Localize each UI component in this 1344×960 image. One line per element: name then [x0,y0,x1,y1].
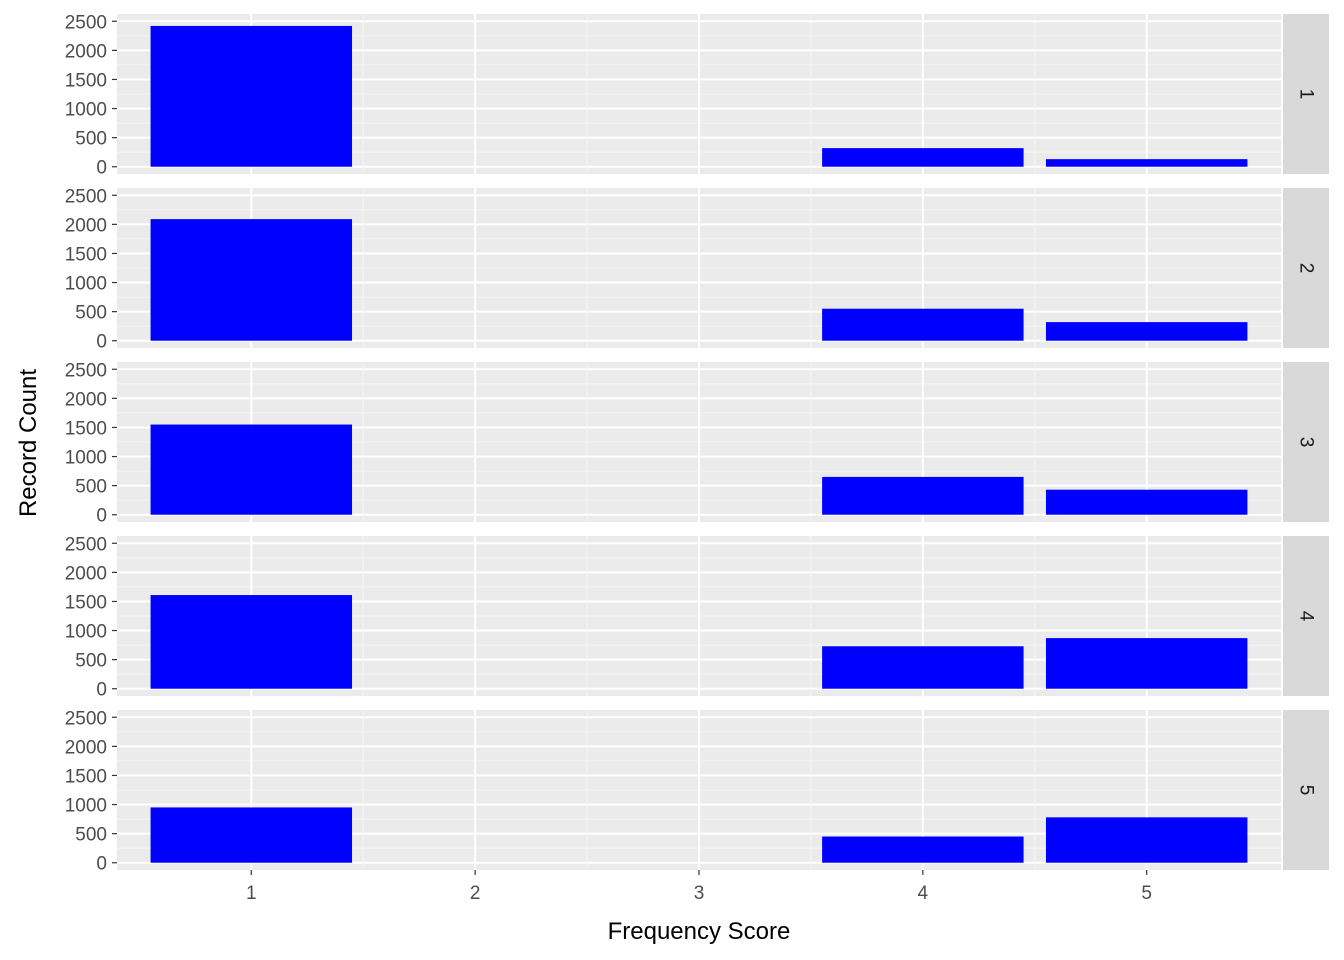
bar [822,476,1024,515]
x-axis: 1 2 3 4 5 [246,870,1152,904]
bar [822,148,1024,167]
y-tick-label: 2500 [65,186,107,207]
y-tick-label: 2000 [65,737,107,758]
x-tick-label: 3 [694,883,705,904]
y-tick-label: 0 [96,158,107,179]
bar [822,646,1024,689]
y-tick-label: 500 [75,129,107,150]
bar [822,308,1024,341]
y-tick-label: 2500 [65,360,107,381]
y-tick-label: 2000 [65,41,107,62]
y-tick-label: 1000 [65,796,107,817]
facet-strip [1283,188,1329,348]
facet-strip [1283,710,1329,870]
y-tick-label: 0 [96,854,107,875]
bar [150,807,353,863]
y-tick-label: 1000 [65,622,107,643]
facet-panel: 0 500 1000 1500 2000 2500 1 [65,12,1329,179]
facet-strip-label: 3 [1296,437,1317,448]
x-tick-label: 4 [918,883,929,904]
y-tick-label: 2000 [65,563,107,584]
y-tick-label: 0 [96,680,107,701]
bar [1045,817,1248,863]
y-tick-label: 1000 [65,448,107,469]
y-tick-label: 2500 [65,534,107,555]
facet-panels: 0500100015002000250010500100015002000250… [65,12,1329,875]
y-tick-label: 2500 [65,708,107,729]
facet-panel: 0 500 1000 1500 2000 2500 5 [65,708,1329,875]
facet-strip [1283,536,1329,696]
y-tick-label: 500 [75,825,107,846]
y-tick-label: 1500 [65,418,107,439]
facet-strip [1283,362,1329,522]
y-tick-label: 0 [96,332,107,353]
y-tick-label: 1500 [65,592,107,613]
bar [1045,159,1248,167]
x-tick-label: 1 [246,883,257,904]
y-tick-label: 1500 [65,244,107,265]
facet-panel: 0 500 1000 1500 2000 2500 4 [65,534,1329,701]
x-tick-label: 2 [470,883,481,904]
y-tick-label: 2500 [65,12,107,33]
facet-strip-label: 2 [1296,263,1317,274]
bar [1045,322,1248,341]
facet-panel: 0 500 1000 1500 2000 2500 3 [65,360,1329,527]
y-tick-label: 500 [75,651,107,672]
facet-panel: 0 500 1000 1500 2000 2500 2 [65,186,1329,353]
bar [1045,638,1248,689]
y-tick-label: 2000 [65,389,107,410]
y-tick-label: 1000 [65,274,107,295]
y-tick-label: 2000 [65,215,107,236]
facet-strip [1283,14,1329,174]
x-axis-title: Frequency Score [608,918,791,945]
y-tick-label: 500 [75,303,107,324]
bar [150,25,353,167]
facet-strip-label: 5 [1296,785,1317,796]
y-tick-label: 1500 [65,70,107,91]
bar [150,595,353,689]
y-tick-label: 1500 [65,766,107,787]
facet-strip-label: 1 [1296,89,1317,100]
facet-strip-label: 4 [1296,611,1317,622]
y-axis-title: Record Count [15,369,42,517]
y-tick-label: 0 [96,506,107,527]
bar [822,836,1024,863]
y-tick-label: 500 [75,477,107,498]
bar [150,424,353,515]
bar [1045,489,1248,515]
bar [150,219,353,341]
y-tick-label: 1000 [65,100,107,121]
x-tick-label: 5 [1141,883,1152,904]
